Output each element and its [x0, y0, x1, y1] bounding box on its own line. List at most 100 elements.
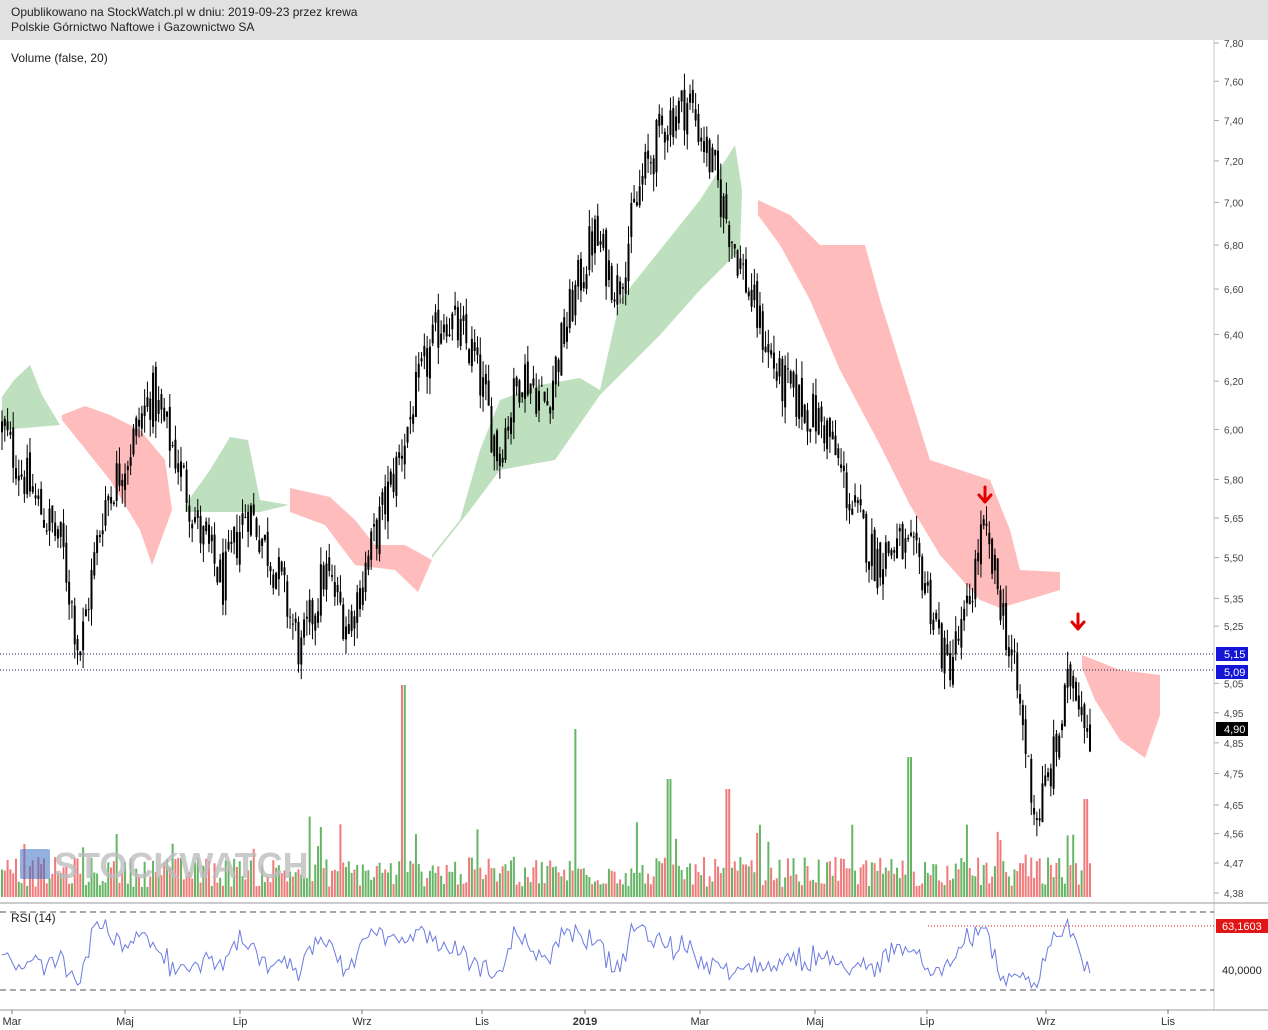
volume-bar [750, 860, 753, 897]
volume-bar [289, 871, 292, 897]
price-tick-label: 4,95 [1224, 709, 1244, 720]
volume-bar [364, 870, 367, 897]
volume-bar [283, 870, 286, 897]
candle-body [546, 400, 549, 406]
candle-body [831, 431, 834, 440]
candle-body [753, 284, 756, 301]
candle-body [73, 605, 76, 645]
volume-bar [90, 858, 93, 897]
candle-body [781, 358, 784, 402]
candle-body [272, 574, 275, 588]
volume-bar [291, 876, 294, 897]
candle-body [269, 566, 272, 572]
candle-body [932, 619, 935, 630]
candle-body [132, 428, 135, 455]
candle-body [1075, 681, 1078, 701]
candle-body [398, 452, 401, 458]
volume-bar [616, 883, 619, 897]
candle-body [549, 407, 552, 414]
candle-body [756, 281, 759, 328]
level-tag-lower-text: 5,09 [1224, 667, 1245, 679]
candle-body [515, 377, 518, 387]
volume-bar [247, 870, 250, 897]
volume-bar [496, 881, 499, 897]
volume-bar [809, 880, 812, 897]
volume-bar [353, 869, 356, 897]
volume-bar [255, 886, 258, 897]
volume-bar [1072, 834, 1075, 897]
volume-bar [68, 883, 71, 897]
candle-body [993, 554, 996, 571]
candle-body [607, 260, 610, 281]
candle-body [767, 344, 770, 353]
candle-body [915, 532, 918, 541]
volume-bar [336, 871, 339, 897]
signal-arrows [977, 485, 1086, 631]
volume-bar [345, 866, 348, 897]
time-tick-label: Lis [475, 1016, 490, 1028]
volume-bar [764, 880, 767, 897]
volume-bar [988, 883, 991, 897]
volume-bar [277, 865, 280, 897]
candle-body [62, 523, 65, 548]
volume-bar [619, 879, 622, 897]
volume-bar [305, 878, 308, 897]
candle-body [563, 317, 566, 344]
candle-body [300, 637, 303, 665]
volume-bar [428, 870, 431, 897]
candle-body [1058, 735, 1061, 758]
candle-body [778, 358, 781, 377]
candle-body [951, 656, 954, 685]
candle-body [949, 653, 952, 681]
volume-bar [350, 872, 353, 897]
candle-body [893, 550, 896, 553]
volume-bar [227, 861, 230, 897]
candle-body [205, 521, 208, 532]
candle-body [680, 90, 683, 102]
volume-bar [12, 873, 15, 897]
candle-body [221, 552, 224, 605]
candle-body [378, 506, 381, 555]
volume-bar [1041, 883, 1044, 897]
candle-body [42, 519, 45, 528]
volume-bar [372, 877, 375, 897]
volume-bar [45, 883, 48, 897]
candle-body [465, 314, 468, 344]
volume-bar [602, 883, 605, 897]
publication-header: Opublikowano na StockWatch.pl w dniu: 20… [0, 0, 1268, 40]
volume-bar [896, 867, 899, 897]
candle-body [837, 448, 840, 459]
volume-bar [1033, 877, 1036, 897]
volume-bar [300, 874, 303, 897]
volume-bar [884, 867, 887, 897]
candles [1, 73, 1091, 837]
volume-bar [451, 871, 454, 897]
candle-body [501, 457, 504, 463]
volume-bar [378, 862, 381, 897]
candle-body [3, 418, 6, 426]
volume-bar [241, 876, 244, 897]
volume-bar [152, 860, 155, 897]
volume-bar [93, 872, 96, 897]
candle-body [1002, 603, 1005, 616]
candle-body [935, 612, 938, 620]
volume-bar [686, 867, 689, 897]
volume-bar [775, 878, 778, 897]
volume-bar [714, 858, 717, 897]
candle-body [574, 284, 577, 316]
volume-bar [118, 882, 121, 897]
volume-bar [121, 873, 124, 897]
rsi-value-tag-text: 63,1603 [1222, 921, 1262, 933]
candle-body [395, 456, 398, 496]
volume-bar [465, 882, 468, 897]
cloud-band [432, 145, 742, 558]
candle-body [135, 417, 138, 436]
volume-bar [820, 883, 823, 897]
volume-bar [521, 886, 524, 897]
candle-body [828, 418, 831, 437]
volume-bar [59, 873, 62, 897]
candle-body [596, 215, 599, 246]
volume-bar [400, 685, 403, 897]
candle-body [633, 198, 636, 203]
